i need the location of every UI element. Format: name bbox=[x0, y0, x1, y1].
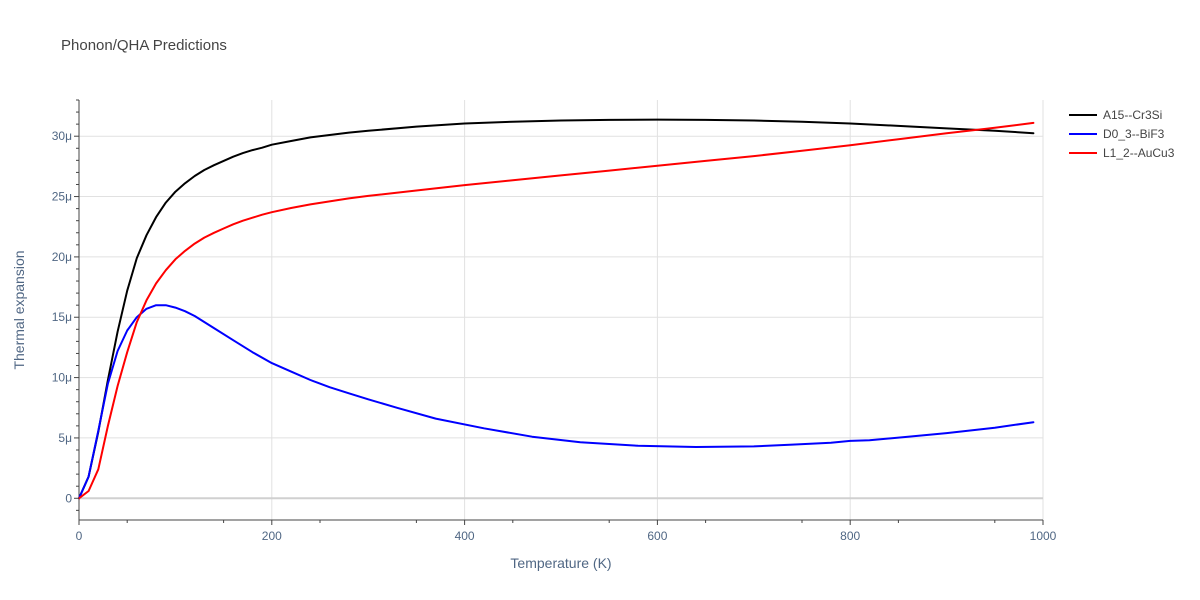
series-line-a15-cr3si bbox=[78, 118, 1035, 500]
y-tick-label: 0 bbox=[65, 491, 72, 505]
legend-label: D0_3--BiF3 bbox=[1103, 127, 1165, 141]
legend-item-l1-2-aucu3[interactable]: L1_2--AuCu3 bbox=[1069, 146, 1175, 160]
x-tick-label: 400 bbox=[455, 529, 475, 543]
legend-label: L1_2--AuCu3 bbox=[1103, 146, 1175, 160]
chart-title: Phonon/QHA Predictions bbox=[61, 37, 227, 54]
y-tick-label: 15μ bbox=[52, 310, 72, 324]
y-tick-label: 5μ bbox=[58, 431, 72, 445]
x-tick-label: 200 bbox=[262, 529, 282, 543]
x-axis-title: Temperature (K) bbox=[510, 555, 611, 571]
x-tick-label: 600 bbox=[647, 529, 667, 543]
plot-area bbox=[78, 118, 1035, 500]
y-tick-label: 25μ bbox=[52, 190, 72, 204]
series-line-l1-2-aucu3 bbox=[78, 121, 1035, 500]
legend-item-d0-3-bif3[interactable]: D0_3--BiF3 bbox=[1069, 127, 1165, 141]
grid-lines bbox=[79, 100, 1044, 520]
x-tick-label: 800 bbox=[840, 529, 860, 543]
series-line-d0-3-bif3 bbox=[78, 304, 1035, 500]
legend-label: A15--Cr3Si bbox=[1103, 108, 1162, 122]
x-tick-label: 0 bbox=[76, 529, 83, 543]
y-axis-title: Thermal expansion bbox=[11, 250, 27, 369]
x-axis-ticks: 0 200 400 600 800 1000 bbox=[76, 520, 1057, 543]
y-tick-label: 30μ bbox=[52, 129, 72, 143]
y-axis-ticks: 0 5μ 10μ 15μ 20μ 25μ 30μ bbox=[52, 99, 79, 511]
legend-item-a15-cr3si[interactable]: A15--Cr3Si bbox=[1069, 108, 1162, 122]
axes bbox=[78, 100, 1043, 521]
x-tick-label: 1000 bbox=[1030, 529, 1057, 543]
y-tick-label: 20μ bbox=[52, 250, 72, 264]
legend[interactable]: A15--Cr3Si D0_3--BiF3 L1_2--AuCu3 bbox=[1069, 108, 1175, 160]
y-tick-label: 10μ bbox=[52, 371, 72, 385]
